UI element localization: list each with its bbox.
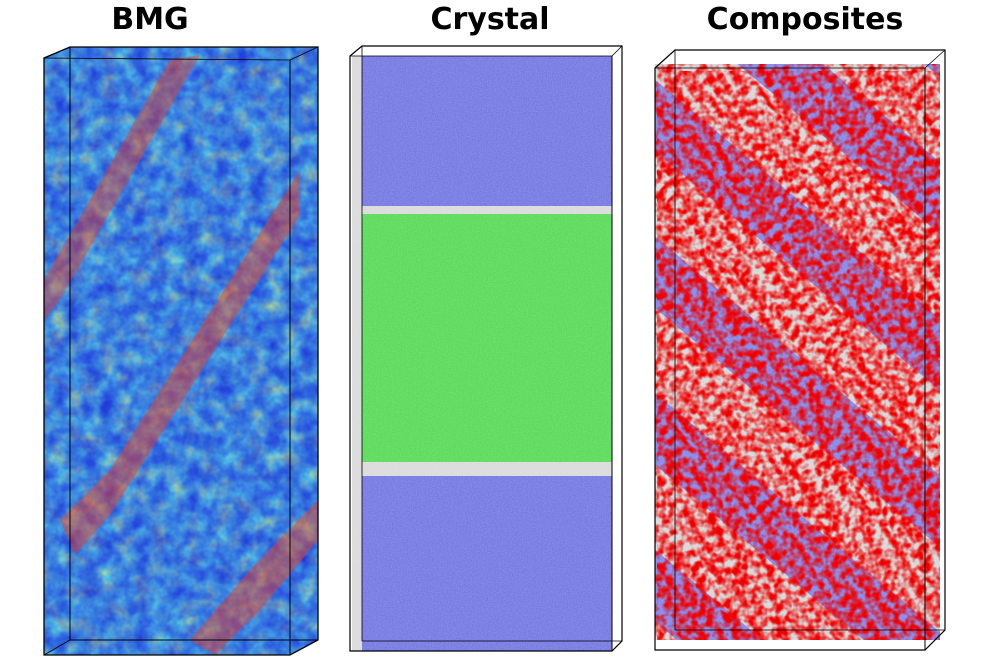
crystal-slab xyxy=(349,45,623,652)
composites-slab xyxy=(654,49,946,651)
bmg-shear-band-3 xyxy=(190,500,318,655)
bmg-slab xyxy=(43,46,319,656)
panel-title-composites: Composites xyxy=(706,2,904,37)
panel-title-crystal: Crystal xyxy=(430,2,550,37)
bmg-shear-band-2 xyxy=(44,55,200,320)
bmg-shear-band-1 xyxy=(60,170,300,555)
panel-title-bmg: BMG xyxy=(111,2,189,37)
